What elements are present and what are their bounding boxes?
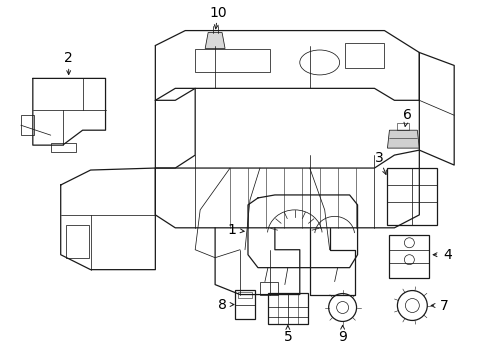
Text: 6: 6 — [402, 108, 411, 122]
Polygon shape — [386, 130, 419, 148]
Text: 8: 8 — [217, 297, 226, 311]
Text: 9: 9 — [338, 330, 346, 345]
Text: 5: 5 — [283, 330, 292, 345]
Text: 1: 1 — [227, 223, 236, 237]
Text: 7: 7 — [439, 298, 447, 312]
Text: 3: 3 — [374, 151, 383, 165]
Polygon shape — [205, 32, 224, 49]
Text: 2: 2 — [64, 51, 73, 66]
Text: 4: 4 — [442, 248, 450, 262]
Text: 10: 10 — [209, 6, 226, 20]
